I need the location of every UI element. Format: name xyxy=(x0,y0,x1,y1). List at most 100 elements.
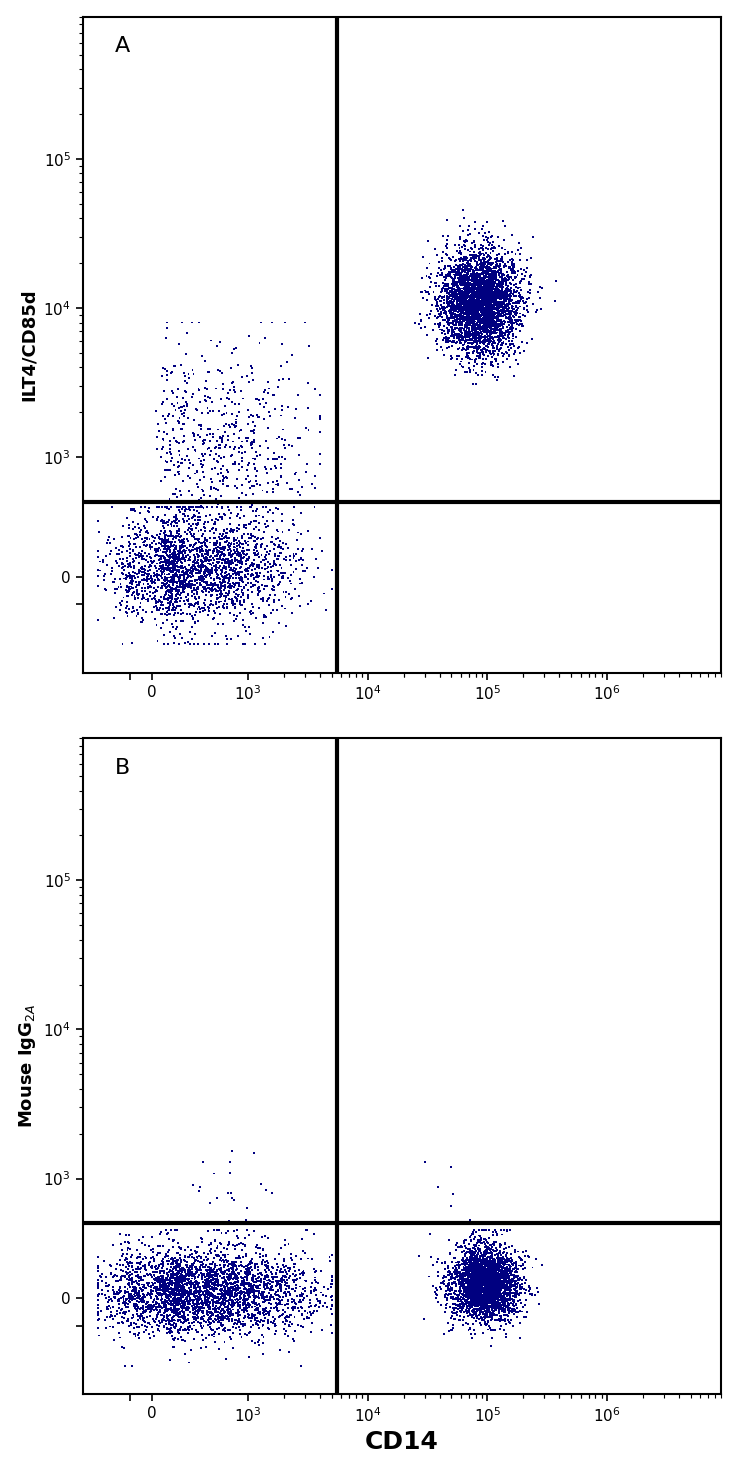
Point xyxy=(479,1262,491,1286)
Point xyxy=(184,521,196,544)
Point xyxy=(480,1292,492,1315)
Point xyxy=(303,1296,315,1319)
Point xyxy=(289,513,300,537)
Point xyxy=(480,279,492,303)
Point xyxy=(170,562,182,585)
Point xyxy=(233,566,245,590)
Point xyxy=(142,575,154,599)
Point xyxy=(174,534,186,558)
Point xyxy=(475,309,486,332)
Point xyxy=(184,499,196,522)
Point xyxy=(517,1300,528,1324)
Point xyxy=(506,1287,517,1311)
Point xyxy=(177,540,189,563)
Point xyxy=(483,299,494,322)
Point xyxy=(206,1318,218,1342)
Point xyxy=(154,522,165,546)
Point xyxy=(297,1281,308,1305)
Point xyxy=(455,288,466,312)
Point xyxy=(468,1255,480,1278)
Point xyxy=(458,1274,470,1297)
Point xyxy=(494,1259,506,1283)
Point xyxy=(213,1290,224,1314)
Point xyxy=(483,260,494,284)
Point xyxy=(225,550,237,574)
Point xyxy=(462,293,474,316)
Point xyxy=(471,1267,483,1290)
Point xyxy=(128,581,140,605)
Point xyxy=(235,544,247,568)
Point xyxy=(221,1306,232,1330)
Point xyxy=(156,1287,168,1311)
Point xyxy=(464,1283,476,1306)
Point xyxy=(134,1250,146,1274)
Point xyxy=(469,275,480,299)
Point xyxy=(238,387,249,410)
Point xyxy=(161,459,173,482)
Point xyxy=(158,380,170,403)
Point xyxy=(461,324,472,347)
Point xyxy=(463,266,475,290)
Point xyxy=(443,319,455,343)
Point xyxy=(168,1261,179,1284)
Point xyxy=(475,1261,487,1284)
Point xyxy=(471,1246,483,1269)
Point xyxy=(449,1246,461,1269)
Point xyxy=(171,1242,183,1265)
Point xyxy=(486,1262,498,1286)
Point xyxy=(480,1269,492,1293)
Point xyxy=(481,306,493,330)
Point xyxy=(224,1303,236,1327)
Point xyxy=(226,1265,238,1289)
Point xyxy=(146,1255,158,1278)
Point xyxy=(449,266,461,290)
Point xyxy=(184,574,196,597)
Point xyxy=(451,1262,463,1286)
Point xyxy=(238,513,249,537)
Point xyxy=(245,603,257,627)
Point xyxy=(262,1225,274,1249)
Point xyxy=(162,596,173,619)
Point xyxy=(470,1262,482,1286)
Point xyxy=(151,597,162,621)
Point xyxy=(168,1290,180,1314)
Point xyxy=(459,1269,471,1293)
Point xyxy=(137,568,149,591)
Point xyxy=(177,1300,189,1324)
Point xyxy=(185,1255,197,1278)
Point xyxy=(202,400,214,424)
Point xyxy=(472,1259,483,1283)
Point xyxy=(489,282,501,306)
Point xyxy=(195,1261,207,1284)
Point xyxy=(270,1280,282,1303)
Point xyxy=(206,1261,218,1284)
Point xyxy=(229,1292,241,1315)
Point xyxy=(502,1289,514,1312)
Point xyxy=(188,503,200,527)
Point xyxy=(137,1280,148,1303)
Point xyxy=(266,569,278,593)
Point xyxy=(480,279,492,303)
Point xyxy=(179,363,190,387)
Point xyxy=(492,1264,504,1287)
Point xyxy=(266,1278,277,1302)
Point xyxy=(485,284,497,307)
Point xyxy=(469,275,480,299)
Point xyxy=(220,1280,232,1303)
Point xyxy=(175,1250,187,1274)
Point xyxy=(478,285,490,309)
Point xyxy=(456,300,468,324)
Point xyxy=(500,1275,512,1299)
Point xyxy=(515,1247,527,1271)
Point xyxy=(227,1337,239,1361)
Point xyxy=(518,340,530,363)
Point xyxy=(182,393,193,416)
Point xyxy=(486,232,497,256)
Point xyxy=(159,1309,171,1333)
Point xyxy=(187,482,199,506)
Point xyxy=(472,297,484,321)
Point xyxy=(153,1294,165,1318)
Point xyxy=(483,293,494,316)
Point xyxy=(470,306,482,330)
Point xyxy=(117,1264,128,1287)
